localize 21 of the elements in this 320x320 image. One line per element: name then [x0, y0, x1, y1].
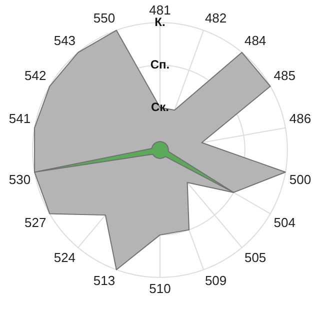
spoke-label: 524 — [54, 250, 76, 266]
spoke-label: 513 — [93, 272, 116, 288]
spoke-label: 542 — [24, 68, 46, 84]
spoke-label: 500 — [289, 172, 312, 188]
spoke-label: 505 — [244, 250, 266, 266]
spoke-label: 509 — [204, 272, 227, 288]
spoke-label: 543 — [54, 33, 76, 48]
spoke-label: 484 — [244, 33, 266, 48]
spoke-label: 486 — [289, 110, 312, 126]
spoke-label: 510 — [149, 280, 171, 296]
spoke-label: 485 — [274, 68, 296, 84]
spoke-label: 504 — [274, 215, 296, 230]
spoke-label: 541 — [8, 110, 31, 126]
spoke-label: 550 — [93, 10, 116, 26]
spoke-label: 482 — [204, 10, 227, 26]
y-tick-label: Сп. — [150, 57, 170, 72]
y-tick-label: Ск. — [150, 100, 170, 114]
spoke-label: 527 — [24, 215, 46, 230]
spoke-label: 481 — [149, 2, 171, 18]
y-tick-label: К. — [154, 14, 166, 29]
spoke-label: 530 — [8, 172, 31, 188]
